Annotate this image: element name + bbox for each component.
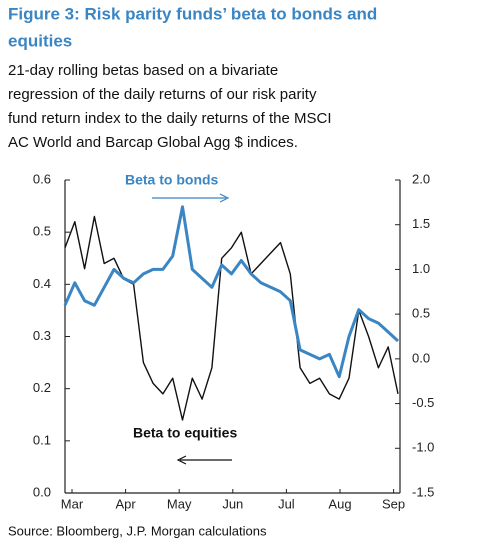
chart-title: equities bbox=[8, 31, 72, 50]
x-tick-label: Mar bbox=[61, 496, 84, 511]
subtitle: 21-day rolling betas based on a bivariat… bbox=[8, 62, 278, 79]
y2-tick-label: 1.5 bbox=[412, 216, 430, 231]
y-tick-label: 0.0 bbox=[33, 484, 51, 499]
x-tick-label: Aug bbox=[328, 496, 351, 511]
subtitle: fund return index to the daily returns o… bbox=[8, 110, 332, 127]
series-line bbox=[63, 205, 400, 379]
annotation: Beta to equities bbox=[133, 425, 237, 441]
annotation: Beta to bonds bbox=[125, 172, 219, 188]
y2-tick-label: 0.5 bbox=[412, 306, 430, 321]
y-tick-label: 0.6 bbox=[33, 171, 51, 186]
y-tick-label: 0.5 bbox=[33, 224, 51, 239]
y2-tick-label: -1.0 bbox=[412, 440, 434, 455]
chart-title: Figure 3: Risk parity funds’ beta to bon… bbox=[8, 4, 377, 23]
subtitle: regression of the daily returns of our r… bbox=[8, 86, 317, 103]
x-tick-label: May bbox=[167, 496, 192, 511]
x-tick-label: Jul bbox=[278, 496, 295, 511]
arrow-head bbox=[176, 455, 187, 465]
x-tick-label: Jun bbox=[222, 496, 243, 511]
y2-tick-label: -1.5 bbox=[412, 484, 434, 499]
subtitle: AC World and Barcap Global Agg $ indices… bbox=[8, 134, 298, 151]
y-tick-label: 0.2 bbox=[33, 380, 51, 395]
y2-tick-label: 2.0 bbox=[412, 171, 430, 186]
y-tick-label: 0.3 bbox=[33, 328, 51, 343]
x-tick-label: Sep bbox=[382, 496, 405, 511]
arrow-head bbox=[219, 193, 230, 203]
y2-tick-label: -0.5 bbox=[412, 395, 434, 410]
series-line bbox=[64, 215, 399, 421]
x-tick-label: Apr bbox=[115, 496, 136, 511]
y-tick-label: 0.1 bbox=[33, 432, 51, 447]
y2-tick-label: 0.0 bbox=[412, 350, 430, 365]
y-tick-label: 0.4 bbox=[33, 276, 51, 291]
source: Source: Bloomberg, J.P. Morgan calculati… bbox=[8, 523, 267, 538]
y2-tick-label: 1.0 bbox=[412, 261, 430, 276]
